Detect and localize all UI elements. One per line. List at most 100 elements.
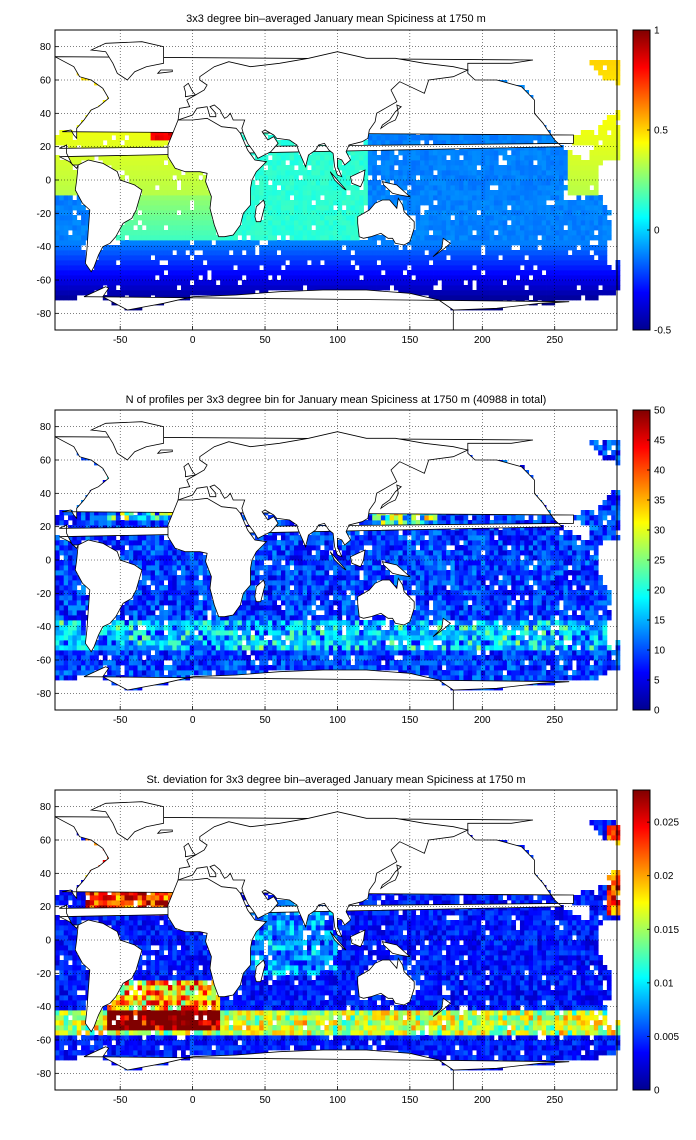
- bin-cell: [532, 645, 538, 651]
- bin-cell: [359, 650, 364, 656]
- bin-cell: [511, 645, 517, 651]
- bin-cell: [424, 665, 430, 671]
- bin-cell: [367, 200, 373, 206]
- bin-cell: [167, 230, 173, 236]
- bin-cell: [63, 260, 69, 266]
- bin-cell: [202, 225, 208, 231]
- bin-cell: [181, 200, 186, 206]
- bin-cell: [72, 675, 78, 681]
- bin-cell: [76, 290, 82, 296]
- bin-cell: [420, 270, 425, 276]
- bin-cell: [237, 275, 243, 281]
- bin-cell: [450, 280, 456, 286]
- bin-cell: [263, 175, 269, 181]
- bin-cell: [532, 670, 538, 676]
- bin-cell: [167, 185, 173, 191]
- bin-cell: [137, 270, 143, 276]
- bin-cell: [181, 260, 186, 266]
- bin-cell: [280, 200, 286, 206]
- bin-cell: [120, 640, 125, 646]
- bin-cell: [363, 280, 369, 286]
- bin-cell: [567, 220, 573, 226]
- bin-cell: [328, 165, 334, 171]
- bin-cell: [463, 150, 469, 156]
- bin-cell: [572, 275, 577, 281]
- bin-cell: [272, 190, 278, 196]
- bin-cell: [320, 205, 325, 211]
- bin-cell: [215, 640, 221, 646]
- bin-cell: [528, 245, 534, 251]
- bin-cell: [354, 155, 360, 161]
- bin-cell: [433, 190, 438, 196]
- bin-cell: [598, 645, 603, 651]
- bin-cell: [424, 215, 430, 221]
- bin-cell: [137, 170, 143, 176]
- bin-cell: [433, 240, 438, 246]
- bin-cell: [602, 660, 608, 666]
- bin-cell: [528, 265, 534, 271]
- bin-cell: [146, 155, 151, 161]
- bin-cell: [211, 290, 217, 296]
- bin-cell: [428, 270, 434, 276]
- bin-cell: [489, 175, 495, 181]
- bin-cell: [424, 260, 430, 266]
- bin-cell: [124, 170, 130, 176]
- bin-cell: [141, 290, 147, 296]
- bin-cell: [437, 165, 443, 171]
- bin-cell: [380, 170, 386, 176]
- bin-cell: [320, 250, 325, 256]
- bin-cell: [263, 210, 269, 216]
- bin-cell: [433, 650, 438, 656]
- bin-cell: [528, 195, 534, 201]
- bin-cell: [593, 655, 599, 661]
- bin-cell: [402, 245, 408, 251]
- bin-cell: [580, 135, 586, 141]
- bin-cell: [359, 210, 364, 216]
- bin-cell: [341, 225, 347, 231]
- bin-cell: [250, 260, 256, 266]
- bin-cell: [102, 160, 108, 166]
- bin-cell: [615, 130, 621, 136]
- bin-cell: [259, 650, 264, 656]
- bin-cell: [463, 650, 469, 656]
- bin-cell: [506, 660, 512, 666]
- bin-cell: [546, 260, 551, 266]
- bin-cell: [480, 655, 486, 661]
- bin-cell: [55, 270, 60, 276]
- bin-cell: [515, 240, 521, 246]
- bin-cell: [593, 665, 599, 671]
- bin-cell: [289, 270, 295, 276]
- bin-cell: [194, 290, 199, 296]
- bin-cell: [489, 295, 495, 301]
- bin-cell: [567, 285, 573, 291]
- bin-cell: [89, 135, 95, 141]
- bin-cell: [233, 230, 238, 236]
- bin-cell: [315, 270, 321, 276]
- bin-cell: [163, 170, 169, 176]
- bin-cell: [102, 280, 108, 286]
- bin-cell: [120, 265, 125, 271]
- bin-cell: [81, 645, 86, 651]
- bin-cell: [124, 155, 130, 161]
- bin-cell: [267, 250, 273, 256]
- bin-cell: [585, 170, 590, 176]
- colorbar-tick-label: 0.5: [654, 126, 668, 137]
- bin-cell: [85, 655, 91, 661]
- bin-cell: [615, 125, 621, 131]
- bin-cell: [237, 260, 243, 266]
- bin-cell: [537, 195, 543, 201]
- bin-cell: [550, 140, 556, 146]
- bin-cell: [350, 270, 356, 276]
- bin-cell: [559, 175, 564, 181]
- bin-cell: [337, 250, 343, 256]
- bin-cell: [159, 255, 165, 261]
- bin-cell: [593, 215, 599, 221]
- bin-cell: [593, 290, 599, 296]
- bin-cell: [211, 265, 217, 271]
- bin-cell: [511, 290, 517, 296]
- bin-cell: [480, 160, 486, 166]
- bin-cell: [150, 280, 156, 286]
- bin-cell: [259, 225, 264, 231]
- bin-cell: [68, 135, 73, 141]
- bin-cell: [298, 160, 304, 166]
